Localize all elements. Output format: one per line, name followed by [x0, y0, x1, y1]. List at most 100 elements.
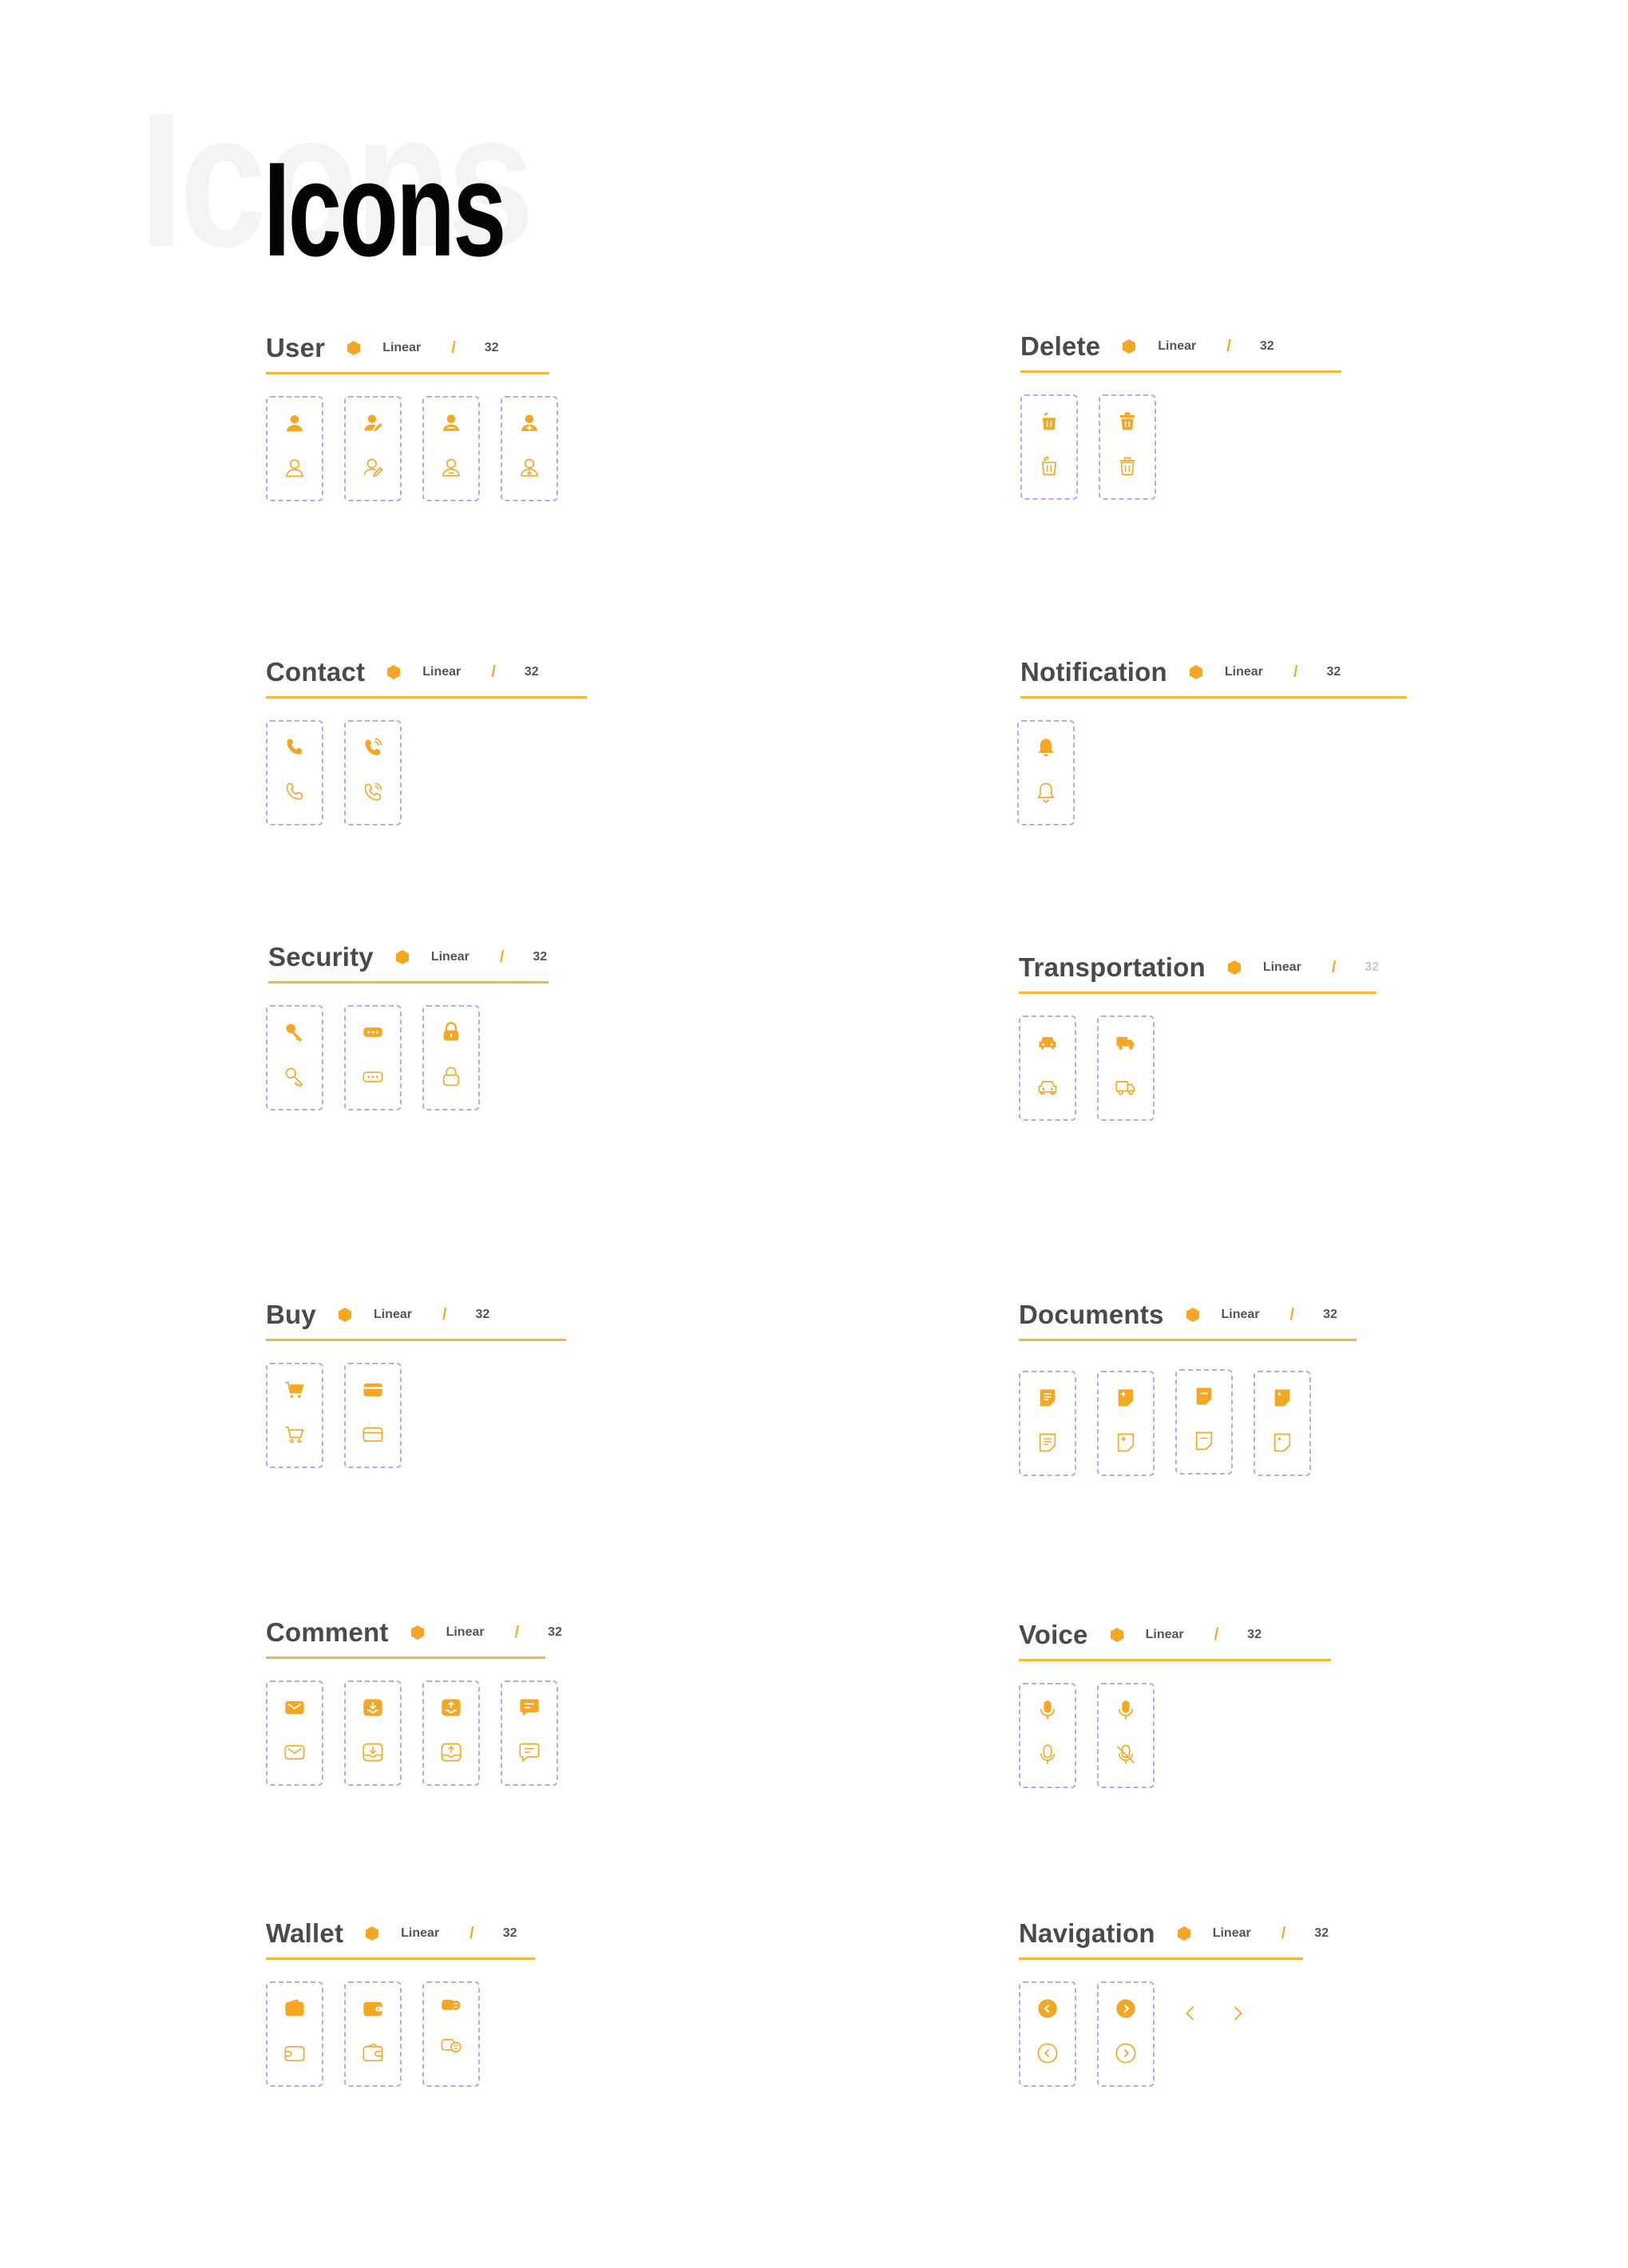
icon-grid: [1019, 1981, 1303, 2093]
icon-variant-tile[interactable]: [1097, 1015, 1155, 1121]
section-title: Notification: [1020, 657, 1167, 687]
hexagon-icon: [337, 1307, 353, 1323]
size-label: 32: [1247, 1628, 1262, 1641]
icon-variant-tile[interactable]: [1017, 720, 1075, 825]
icon-variant-tile[interactable]: [422, 1981, 480, 2087]
icon-variant-tile[interactable]: [266, 1680, 323, 1786]
section-header: User Linear / 32: [266, 326, 549, 370]
document-filled-icon: [1040, 1389, 1056, 1407]
icon-variant-tile[interactable]: [1019, 1015, 1076, 1121]
user-add-filled-icon: [521, 414, 537, 431]
icon-variant-tile[interactable]: [1019, 1371, 1076, 1476]
style-label: Linear: [1221, 1308, 1260, 1321]
style-label: Linear: [401, 1926, 440, 1940]
icon-variant-tile[interactable]: [344, 396, 402, 501]
icon-grid: [266, 1981, 535, 2093]
icon-variant-tile[interactable]: [266, 1363, 323, 1468]
section-title: Documents: [1019, 1300, 1164, 1329]
separator: /: [514, 1623, 520, 1641]
section-header: Contact Linear / 32: [266, 650, 587, 695]
separator: /: [491, 663, 496, 681]
icon-grid: [266, 1363, 566, 1474]
icon-variant-tile[interactable]: [1019, 1981, 1076, 2087]
section-navigation: Navigation Linear / 32: [1019, 1911, 1329, 2093]
icon-variant-tile[interactable]: [501, 1680, 558, 1786]
icon-variant-tile[interactable]: [1097, 1981, 1155, 2087]
section-divider: [1020, 696, 1407, 699]
style-label: Linear: [422, 665, 461, 679]
separator: /: [442, 1305, 447, 1324]
trash-open-outline-icon: [1041, 456, 1057, 476]
icon-variant-tile[interactable]: [1020, 394, 1078, 500]
icon-variant-tile[interactable]: [344, 720, 402, 825]
section-notification: Notification Linear / 32: [1017, 650, 1407, 832]
icon-grid: [266, 720, 587, 832]
arrow-right-circle-outline-icon: [1115, 2043, 1136, 2064]
icon-variant-tile[interactable]: [344, 1363, 402, 1468]
chevron-right-icon[interactable]: [1226, 2002, 1249, 2025]
section-header: Buy Linear / 32: [266, 1292, 566, 1337]
section-divider: [1019, 1659, 1331, 1661]
icon-variant-tile[interactable]: [422, 1005, 480, 1110]
chat-outline-icon: [519, 1743, 540, 1763]
icon-grid: [266, 1005, 549, 1117]
arrow-left-circle-filled-icon: [1038, 1999, 1057, 2018]
chevron-left-icon[interactable]: [1179, 2002, 1202, 2025]
phone-call-filled-icon: [365, 738, 382, 756]
icon-variant-tile[interactable]: [266, 1981, 323, 2087]
note-outline-icon: [1195, 1431, 1213, 1451]
hexagon-icon: [1121, 338, 1137, 354]
mail-outline-icon: [284, 1745, 305, 1759]
section-transportation: Transportation Linear / 32: [1019, 945, 1380, 1127]
size-label: 32: [1365, 960, 1380, 974]
icon-variant-tile[interactable]: [1097, 1371, 1155, 1476]
note-add-filled-icon: [1118, 1389, 1134, 1407]
icon-variant-tile[interactable]: [344, 1981, 402, 2087]
hexagon-icon: [346, 340, 362, 356]
user-outline-icon: [286, 459, 303, 477]
icon-variant-tile[interactable]: [344, 1005, 402, 1110]
icon-variant-tile[interactable]: [1099, 394, 1156, 500]
icon-variant-tile[interactable]: [422, 1680, 480, 1786]
icon-variant-tile[interactable]: [1097, 1683, 1155, 1788]
icon-grid: [1020, 394, 1341, 506]
car-filled-icon: [1039, 1037, 1056, 1050]
size-label: 32: [484, 341, 499, 354]
icon-variant-tile[interactable]: [1254, 1371, 1311, 1476]
icon-variant-tile[interactable]: [1175, 1369, 1233, 1474]
section-header: Notification Linear / 32: [1020, 650, 1407, 695]
separator: /: [1293, 663, 1298, 681]
icon-grid: [266, 396, 558, 508]
user-edit-filled-icon: [364, 414, 382, 432]
document-outline-icon: [1039, 1433, 1056, 1452]
style-label: Linear: [1224, 665, 1263, 679]
icon-variant-tile[interactable]: [501, 396, 558, 501]
icon-variant-tile[interactable]: [266, 1005, 323, 1110]
truck-outline-icon: [1115, 1081, 1135, 1095]
icon-variant-tile[interactable]: [1019, 1683, 1076, 1788]
size-label: 32: [548, 1625, 562, 1639]
section-divider: [266, 1656, 545, 1659]
phone-call-outline-icon: [364, 782, 382, 801]
hexagon-icon: [1176, 1926, 1192, 1941]
section-buy: Buy Linear / 32: [266, 1292, 566, 1474]
section-comment: Comment Linear / 32: [266, 1610, 562, 1792]
separator: /: [469, 1924, 474, 1942]
section-title: Wallet: [266, 1918, 344, 1948]
section-title: Delete: [1020, 331, 1101, 361]
icon-variant-tile[interactable]: [344, 1680, 402, 1786]
exchange-outline-icon: [441, 2039, 461, 2052]
section-contact: Contact Linear / 32: [266, 650, 587, 832]
user-edit-outline-icon: [363, 458, 383, 477]
icon-variant-tile[interactable]: [266, 396, 323, 501]
hexagon-icon: [394, 949, 410, 965]
icon-variant-tile[interactable]: [266, 720, 323, 825]
trash-outline-icon: [1119, 457, 1135, 476]
icon-variant-tile[interactable]: [422, 396, 480, 501]
style-label: Linear: [1145, 1628, 1184, 1641]
section-divider: [1019, 1957, 1303, 1960]
section-wallet: Wallet Linear / 32: [266, 1911, 535, 2093]
icon-grid: [1017, 720, 1407, 832]
note-filled-icon: [1196, 1387, 1212, 1405]
mic-outline-icon: [1040, 1744, 1055, 1764]
